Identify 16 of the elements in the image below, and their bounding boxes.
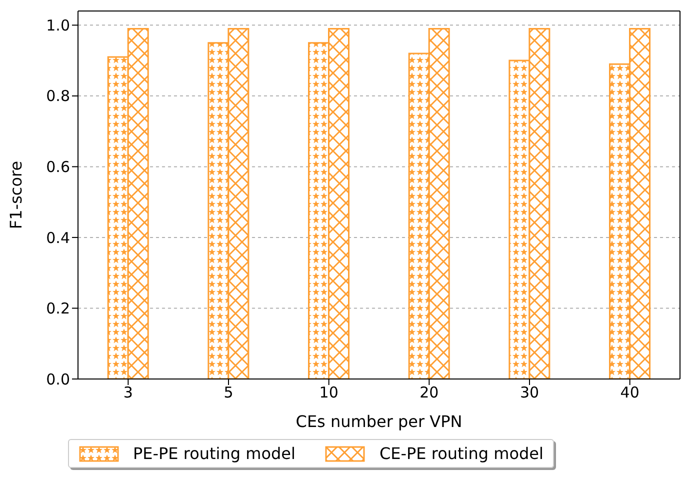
x-axis-title: CEs number per VPN bbox=[296, 412, 462, 431]
y-tick-label: 0.8 bbox=[46, 87, 70, 106]
x-tick-label: 10 bbox=[319, 384, 338, 402]
x-tick-label: 20 bbox=[420, 384, 439, 402]
x-tick-label: 3 bbox=[123, 384, 133, 402]
y-tick-label: 0.4 bbox=[46, 228, 70, 247]
y-tick-label: 0.0 bbox=[46, 370, 70, 388]
x-tick-label: 30 bbox=[520, 384, 540, 402]
x-tick-label: 5 bbox=[224, 384, 234, 402]
legend-label: CE-PE routing model bbox=[378, 444, 544, 463]
y-axis-title: F1-score bbox=[6, 160, 26, 230]
x-tick-label: 40 bbox=[620, 384, 640, 402]
y-tick-label: 0.2 bbox=[46, 300, 70, 318]
y-tick-label: 0.6 bbox=[46, 158, 70, 176]
legend-label: PE-PE routing model bbox=[132, 444, 296, 463]
y-tick-label: 1.0 bbox=[46, 16, 70, 34]
